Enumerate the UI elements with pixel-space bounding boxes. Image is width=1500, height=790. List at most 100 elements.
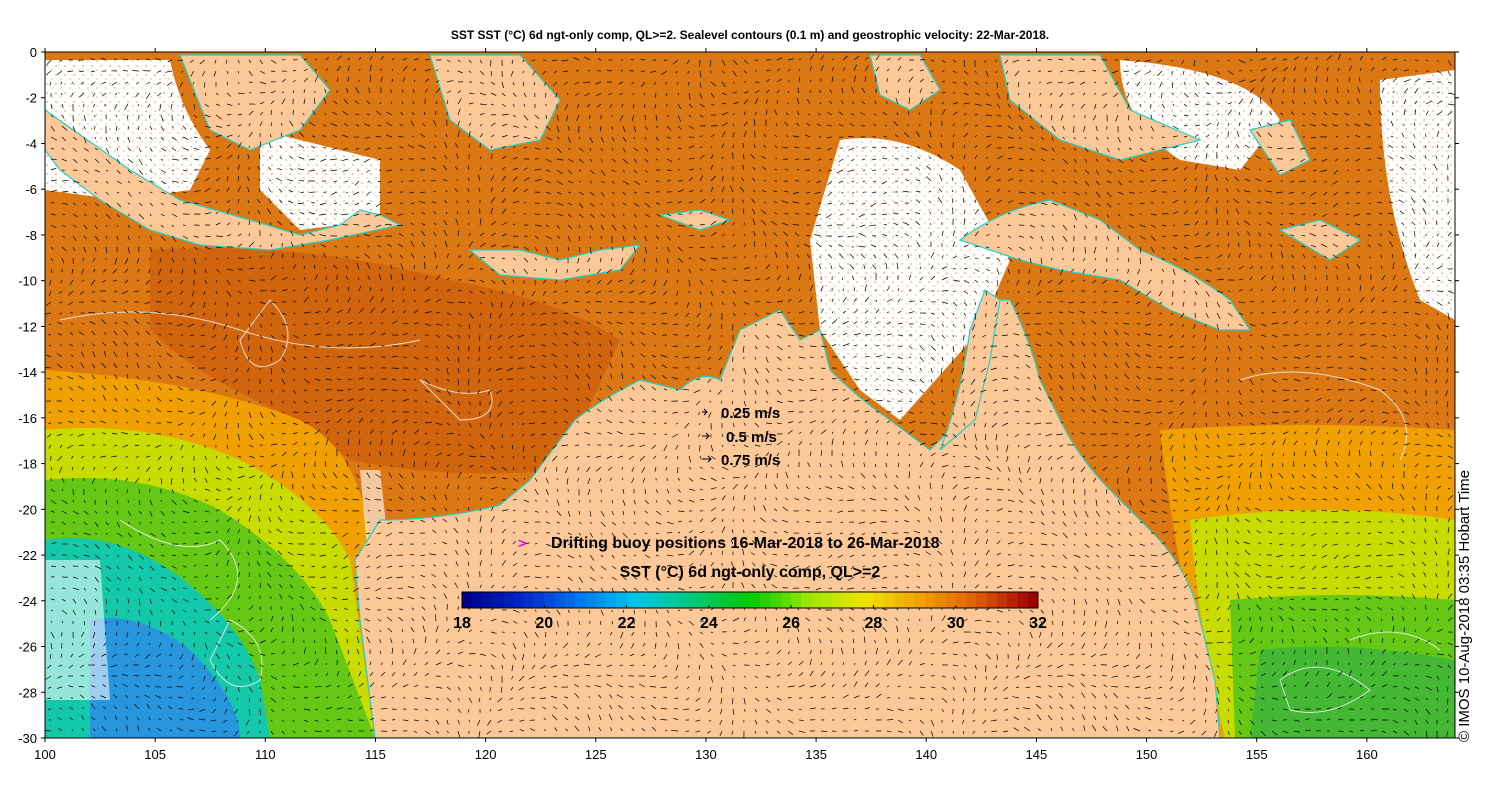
- velocity-arrow: [72, 224, 78, 228]
- velocity-arrow: [181, 268, 184, 275]
- velocity-arrow: [980, 389, 987, 393]
- velocity-arrow: [622, 191, 626, 196]
- velocity-arrow: [556, 169, 563, 175]
- velocity-arrow: [67, 421, 74, 424]
- velocity-arrow: [1136, 375, 1141, 380]
- velocity-arrow: [994, 301, 998, 307]
- velocity-arrow: [1150, 147, 1155, 151]
- velocity-arrow: [1205, 152, 1208, 160]
- velocity-arrow: [336, 320, 341, 325]
- velocity-arrow: [577, 388, 580, 391]
- velocity-arrow: [853, 297, 857, 303]
- velocity-arrow: [567, 191, 572, 194]
- velocity-arrow: [1381, 334, 1387, 337]
- velocity-arrow: [1315, 76, 1318, 83]
- velocity-arrow: [324, 88, 327, 94]
- velocity-arrow: [687, 81, 690, 86]
- velocity-arrow: [1247, 231, 1251, 237]
- velocity-arrow: [182, 257, 185, 261]
- velocity-arrow: [930, 312, 935, 315]
- velocity-arrow: [92, 103, 96, 108]
- velocity-arrow: [1348, 399, 1355, 402]
- velocity-arrow: [849, 264, 855, 270]
- velocity-arrow: [1348, 345, 1353, 347]
- velocity-arrow: [930, 323, 935, 327]
- velocity-arrow: [171, 147, 177, 152]
- velocity-arrow: [1169, 444, 1174, 451]
- velocity-arrow: [1290, 234, 1295, 237]
- velocity-arrow: [292, 70, 297, 72]
- velocity-arrow: [1068, 301, 1075, 304]
- velocity-arrow: [160, 213, 165, 217]
- velocity-arrow: [1300, 158, 1306, 163]
- velocity-arrow: [237, 475, 245, 479]
- velocity-arrow: [114, 374, 118, 380]
- velocity-arrow: [1359, 77, 1361, 83]
- velocity-arrow: [1117, 147, 1120, 151]
- velocity-arrow: [156, 70, 162, 73]
- velocity-arrow: [827, 253, 833, 259]
- velocity-arrow: [1412, 168, 1416, 171]
- velocity-arrow: [341, 158, 349, 162]
- velocity-arrow: [864, 64, 869, 72]
- velocity-arrow: [1293, 431, 1297, 435]
- velocity-arrow: [375, 224, 382, 228]
- velocity-arrow: [600, 136, 604, 143]
- velocity-arrow: [278, 211, 283, 215]
- velocity-arrow: [50, 103, 53, 110]
- velocity-arrow: [297, 202, 305, 205]
- velocity-arrow: [1158, 334, 1163, 336]
- velocity-arrow: [970, 389, 976, 395]
- velocity-arrow: [798, 421, 802, 424]
- velocity-arrow: [941, 276, 948, 281]
- velocity-arrow: [952, 476, 957, 479]
- velocity-arrow: [1025, 344, 1031, 347]
- velocity-arrow: [1027, 279, 1031, 285]
- velocity-arrow: [490, 168, 493, 171]
- velocity-arrow: [126, 398, 129, 402]
- velocity-arrow: [1083, 421, 1086, 424]
- velocity-arrow: [479, 70, 485, 76]
- velocity-arrow: [1005, 345, 1009, 348]
- velocity-arrow: [1260, 68, 1267, 72]
- velocity-arrow: [1102, 466, 1108, 471]
- velocity-arrow: [639, 455, 646, 461]
- velocity-arrow: [422, 123, 426, 127]
- velocity-arrow: [352, 191, 360, 196]
- velocity-arrow: [897, 410, 903, 413]
- velocity-arrow: [1357, 245, 1361, 248]
- velocity-arrow: [1205, 444, 1210, 448]
- velocity-arrow: [1148, 444, 1152, 448]
- velocity-arrow: [104, 376, 107, 380]
- velocity-arrow: [1293, 320, 1299, 325]
- velocity-arrow: [563, 320, 569, 325]
- velocity-arrow: [237, 422, 240, 428]
- velocity-arrow: [996, 246, 1000, 248]
- velocity-arrow: [852, 476, 855, 479]
- velocity-arrow: [622, 235, 625, 242]
- velocity-arrow: [787, 429, 793, 435]
- velocity-arrow: [158, 333, 162, 336]
- velocity-arrow: [1388, 230, 1394, 237]
- velocity-arrow: [1073, 147, 1077, 151]
- velocity-arrow: [111, 409, 118, 413]
- velocity-arrow: [631, 410, 635, 413]
- velocity-arrow: [413, 309, 419, 314]
- velocity-arrow: [1320, 169, 1328, 173]
- velocity-arrow: [640, 353, 646, 358]
- velocity-arrow: [237, 233, 242, 237]
- velocity-arrow: [214, 59, 217, 64]
- velocity-arrow: [653, 279, 657, 287]
- velocity-arrow: [259, 92, 266, 94]
- velocity-arrow: [71, 354, 74, 358]
- velocity-arrow: [721, 122, 728, 127]
- velocity-arrow: [829, 244, 833, 248]
- velocity-arrow: [1125, 361, 1130, 369]
- velocity-arrow: [556, 466, 558, 472]
- velocity-arrow: [1392, 77, 1398, 83]
- velocity-arrow: [391, 57, 395, 61]
- velocity-arrow: [292, 278, 295, 281]
- velocity-arrow: [147, 81, 151, 84]
- velocity-arrow: [1410, 188, 1416, 193]
- velocity-arrow: [873, 113, 877, 116]
